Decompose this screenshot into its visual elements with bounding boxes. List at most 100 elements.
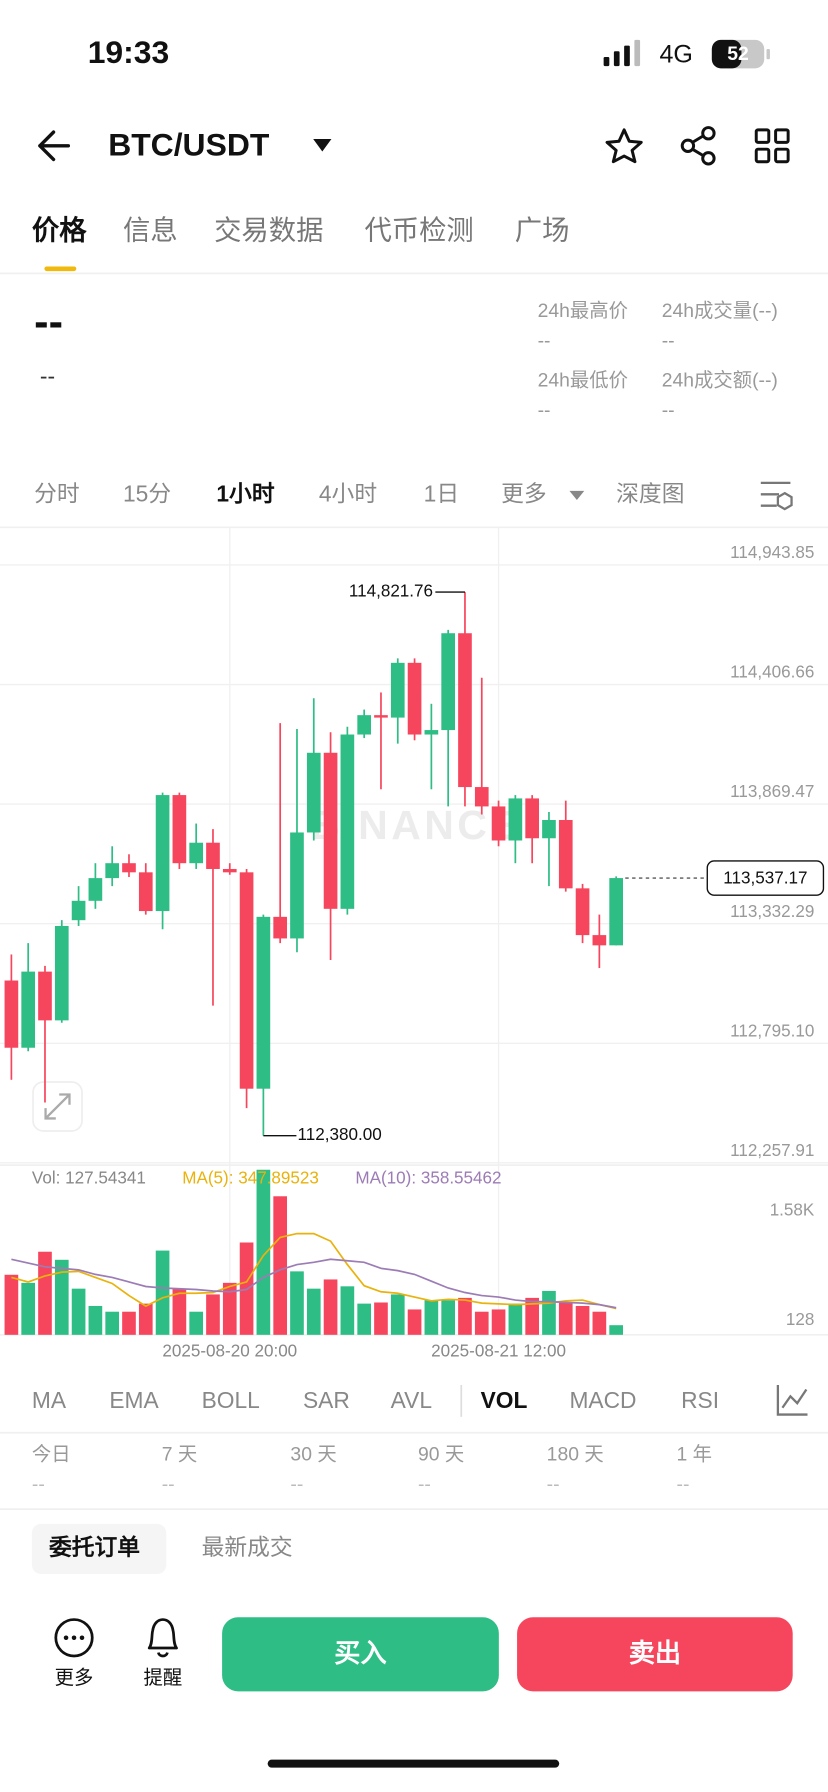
action-label[interactable]: 提醒 [144, 1667, 183, 1689]
candle-body [407, 662, 422, 735]
volume-bar [441, 1300, 456, 1335]
volume-bar [592, 1311, 607, 1335]
volume-bar [306, 1288, 321, 1335]
candle-body [458, 633, 472, 788]
period-label: 90 天 [418, 1444, 464, 1466]
y-tick-label: 113,332.29 [730, 902, 814, 921]
candle-body [222, 868, 237, 873]
settings-hex [776, 491, 793, 511]
volume-bar [424, 1300, 439, 1335]
volume-bar [407, 1309, 422, 1335]
action-label[interactable]: 更多 [55, 1667, 94, 1689]
signal-bar [624, 45, 630, 67]
candle-body [273, 916, 288, 939]
candle-body [38, 971, 52, 1021]
candle-body [256, 916, 271, 1089]
interval-tab[interactable]: 更多 [501, 480, 547, 506]
candle-body [71, 900, 86, 921]
candle-body [390, 662, 405, 718]
share-node [680, 138, 696, 153]
indicator-tab[interactable]: RSI [681, 1387, 719, 1413]
stat-value: -- [662, 330, 675, 352]
sell-label[interactable]: 卖出 [629, 1638, 681, 1668]
grid-cell [774, 147, 790, 164]
volume-bar [474, 1311, 489, 1335]
interval-tab[interactable]: 4小时 [319, 480, 377, 506]
grid-icon[interactable] [754, 128, 790, 164]
indicator-tab[interactable]: AVL [391, 1387, 432, 1413]
ma-legend: MA(10): 358.55462 [355, 1168, 501, 1187]
indicator-tab[interactable]: VOL [481, 1387, 528, 1413]
stat-label: 24h最低价 [538, 370, 628, 392]
stat-label: 24h成交量(--) [662, 300, 778, 322]
volume-bar [357, 1303, 372, 1335]
sell-button[interactable] [517, 1617, 793, 1692]
indicator-settings-icon[interactable] [776, 1384, 808, 1416]
tab[interactable]: 信息 [123, 215, 178, 246]
chart-settings-icon[interactable] [760, 481, 793, 511]
volume-bar [609, 1325, 623, 1335]
tab[interactable]: 代币检测 [364, 215, 473, 246]
tab[interactable]: 交易数据 [214, 215, 323, 246]
tab[interactable]: 价格 [32, 215, 87, 246]
stat-value: -- [538, 330, 551, 352]
period-value: -- [32, 1473, 45, 1495]
buy-label[interactable]: 买入 [334, 1638, 386, 1668]
indicator-tab[interactable]: EMA [109, 1387, 159, 1413]
period-value: -- [547, 1473, 560, 1495]
status-time: 19:33 [88, 34, 170, 70]
tab-indicator [44, 266, 77, 272]
candle-body [138, 872, 153, 912]
candle-body [172, 795, 187, 864]
interval-tab[interactable]: 深度图 [616, 480, 684, 506]
pair-title[interactable]: BTC/USDT [108, 126, 270, 162]
y-tick-label: 114,943.85 [730, 543, 814, 562]
candle-body [474, 787, 489, 807]
candle-body [323, 752, 338, 909]
y-tick-label: 112,795.10 [730, 1021, 814, 1040]
candle-body [374, 715, 388, 718]
order-tab[interactable]: 委托订单 [48, 1534, 140, 1560]
indicator-tab[interactable]: SAR [303, 1387, 350, 1413]
volume-bar [71, 1288, 86, 1335]
more-dot [71, 1635, 77, 1641]
indicator-tab[interactable]: MA [32, 1387, 67, 1413]
candle-body [306, 752, 321, 833]
battery-tip [766, 48, 770, 60]
volume-bar [88, 1305, 103, 1335]
candle-body [491, 806, 506, 841]
period-label: 1 年 [677, 1444, 713, 1466]
price-change: -- [40, 363, 55, 389]
signal-bar [603, 56, 610, 67]
candle-body [155, 795, 170, 912]
favorite-icon[interactable] [605, 128, 643, 164]
alert-icon[interactable] [147, 1618, 178, 1658]
y-tick-label: 112,257.91 [730, 1141, 814, 1160]
vol-tick-label: 1.58K [770, 1200, 815, 1219]
interval-tab[interactable]: 15分 [123, 480, 171, 506]
candle-body [54, 925, 69, 1021]
interval-tab[interactable]: 分时 [34, 480, 80, 506]
volume-bar [340, 1286, 355, 1335]
interval-tab[interactable]: 1小时 [216, 480, 274, 506]
tab[interactable]: 广场 [515, 215, 570, 246]
more-dot [63, 1635, 69, 1641]
volume-bar [138, 1303, 153, 1335]
candle-body [424, 730, 439, 735]
buy-button[interactable] [222, 1617, 499, 1692]
settings-lines [760, 481, 791, 507]
interval-tab[interactable]: 1日 [424, 480, 459, 506]
candle-body [239, 872, 254, 1089]
candle-body [88, 878, 103, 901]
share-icon[interactable] [680, 126, 716, 166]
volume-bar [525, 1297, 539, 1335]
more-icon[interactable] [54, 1618, 94, 1658]
order-tab[interactable]: 最新成交 [202, 1534, 293, 1560]
candle-body [21, 971, 36, 1048]
grid-cell [754, 128, 771, 144]
pair-dropdown[interactable] [313, 138, 332, 152]
indicator-tab[interactable]: MACD [569, 1387, 636, 1413]
back-button[interactable] [38, 130, 71, 162]
period-value: -- [418, 1473, 431, 1495]
indicator-tab[interactable]: BOLL [202, 1387, 260, 1413]
